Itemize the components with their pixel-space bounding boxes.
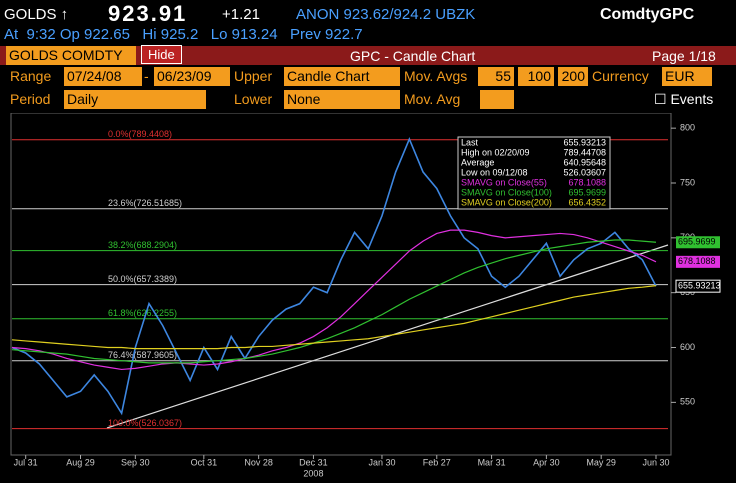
- value-tag: [676, 255, 720, 268]
- label: Period: [10, 91, 51, 107]
- fib-label: 50.0%(657.3389): [108, 274, 177, 284]
- quote-line: At 9:32 Op 922.65 Hi 925.2 Lo 913.24 Pre…: [4, 26, 363, 43]
- change: +1.21: [222, 6, 260, 23]
- toolbar: [0, 46, 736, 65]
- legend-value: 656.4352: [568, 197, 606, 207]
- year-label: 2008: [303, 468, 323, 478]
- legend-name: High on 02/20/09: [461, 147, 530, 157]
- legend-box: [457, 136, 611, 210]
- label: Range: [10, 68, 52, 84]
- value-tag-label: 678.1088: [678, 256, 716, 266]
- input[interactable]: 100: [518, 67, 554, 86]
- value-tag: [675, 279, 721, 293]
- ticker: GOLDS ↑: [4, 6, 69, 23]
- x-tick-label: Jun 30: [642, 457, 669, 467]
- fib-label: 76.4%(587.9605): [108, 350, 177, 360]
- plot-frame: [10, 113, 672, 456]
- legend-value: 526.03607: [563, 167, 606, 177]
- value-tag-label: 655.93213: [678, 281, 721, 291]
- price: 923.91: [108, 1, 188, 26]
- function: ComdtyGPC: [600, 6, 695, 23]
- y-tick-label: 800: [680, 123, 695, 133]
- fib-label: 61.8%(626.2255): [108, 308, 177, 318]
- trend-line: [106, 244, 669, 429]
- x-tick-label: Jan 30: [368, 457, 395, 467]
- y-tick-label: 550: [680, 397, 695, 407]
- legend-value: 695.9699: [568, 187, 606, 197]
- legend-name: SMAVG on Close(100): [461, 187, 552, 197]
- x-tick-label: Sep 30: [121, 457, 150, 467]
- input[interactable]: Daily: [64, 90, 206, 109]
- x-tick-label: Feb 27: [423, 457, 451, 467]
- x-tick-label: May 29: [586, 457, 616, 467]
- legend-value: 640.95648: [563, 157, 606, 167]
- x-tick-label: Aug 29: [66, 457, 95, 467]
- x-tick-label: Jul 31: [14, 457, 38, 467]
- toolbar-title: GPC - Candle Chart: [350, 48, 476, 64]
- fib-label: 38.2%(688.2904): [108, 240, 177, 250]
- x-tick-label: Oct 31: [191, 457, 218, 467]
- x-tick-label: Apr 30: [533, 457, 560, 467]
- legend-name: SMAVG on Close(55): [461, 177, 547, 187]
- legend-name: Average: [461, 157, 494, 167]
- moving-average: [11, 285, 657, 350]
- moving-average: [11, 229, 657, 371]
- label: Lower: [234, 91, 273, 107]
- x-tick-label: Mar 31: [478, 457, 506, 467]
- input[interactable]: [480, 90, 514, 109]
- x-tick-label: Dec 31: [299, 457, 328, 467]
- value-tag: [676, 236, 720, 249]
- legend-name: SMAVG on Close(200): [461, 197, 552, 207]
- hide-button[interactable]: Hide: [141, 45, 182, 64]
- input[interactable]: Candle Chart: [284, 67, 400, 86]
- events-toggle[interactable]: ☐ Events: [654, 91, 714, 107]
- y-tick-label: 750: [680, 177, 695, 187]
- fib-label: 23.6%(726.51685): [108, 198, 182, 208]
- legend-name: Last: [461, 137, 479, 147]
- quote: ANON 923.62/924.2 UBZK: [296, 6, 476, 23]
- legend-name: Low on 09/12/08: [461, 167, 528, 177]
- label: Upper: [234, 68, 273, 84]
- page-number: Page 1/18: [652, 48, 716, 64]
- fib-label: 0.0%(789.4408): [108, 129, 172, 139]
- legend-value: 655.93213: [563, 137, 606, 147]
- y-tick-label: 600: [680, 342, 695, 352]
- input[interactable]: None: [284, 90, 400, 109]
- input[interactable]: 06/23/09: [154, 67, 230, 86]
- input[interactable]: EUR: [662, 67, 712, 86]
- value-tag-label: 695.9699: [678, 237, 716, 247]
- label: Mov. Avgs: [404, 68, 468, 84]
- legend-value: 678.1088: [568, 177, 606, 187]
- input[interactable]: 200: [558, 67, 588, 86]
- input[interactable]: 07/24/08: [64, 67, 142, 86]
- legend-value: 789.44708: [563, 147, 606, 157]
- fib-label: 100.0%(526.0367): [108, 418, 182, 428]
- label: Currency: [592, 68, 649, 84]
- label: Mov. Avg: [404, 91, 461, 107]
- moving-average: [11, 239, 657, 364]
- x-tick-label: Nov 28: [244, 457, 273, 467]
- security-box[interactable]: GOLDS COMDTY: [6, 46, 136, 65]
- label: -: [144, 68, 149, 84]
- input[interactable]: 55: [478, 67, 514, 86]
